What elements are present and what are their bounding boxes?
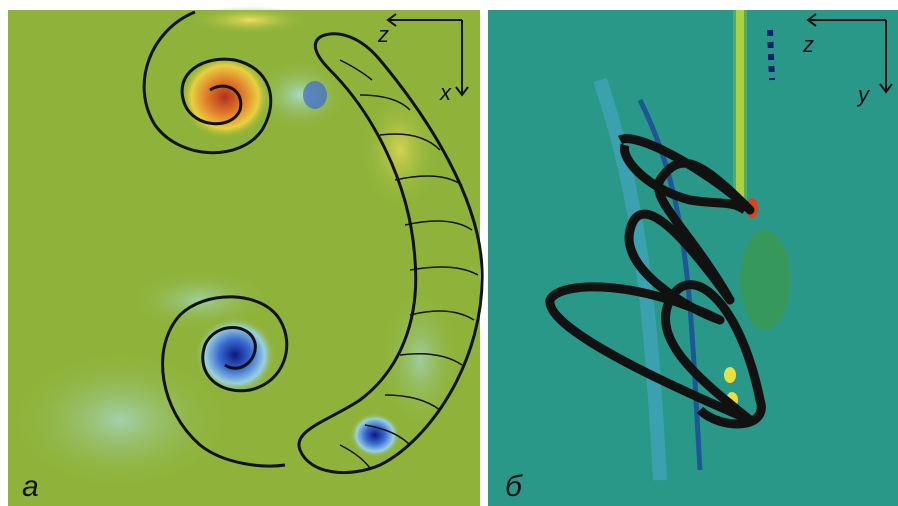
- axis-label: y: [856, 82, 871, 107]
- panel-a: z x a: [8, 6, 482, 506]
- axis-label: x: [439, 80, 452, 105]
- panel-label: a: [22, 470, 39, 503]
- panel-label: б: [505, 470, 523, 503]
- field-streak: [733, 10, 747, 210]
- figure: z x a z y б: [0, 0, 898, 506]
- axis-label: z: [802, 32, 814, 57]
- field-blob: [10, 350, 230, 490]
- field-blob: [350, 413, 400, 457]
- field-blob: [724, 367, 736, 383]
- field-blob: [303, 81, 327, 109]
- field-blob: [360, 90, 440, 210]
- page: z x a z y б (() => { const data = JSON.p…: [0, 0, 898, 506]
- axis-label: z: [377, 22, 389, 47]
- field-blob: [190, 6, 310, 34]
- field-blob: [740, 230, 790, 330]
- panel-b: z y б: [488, 10, 898, 506]
